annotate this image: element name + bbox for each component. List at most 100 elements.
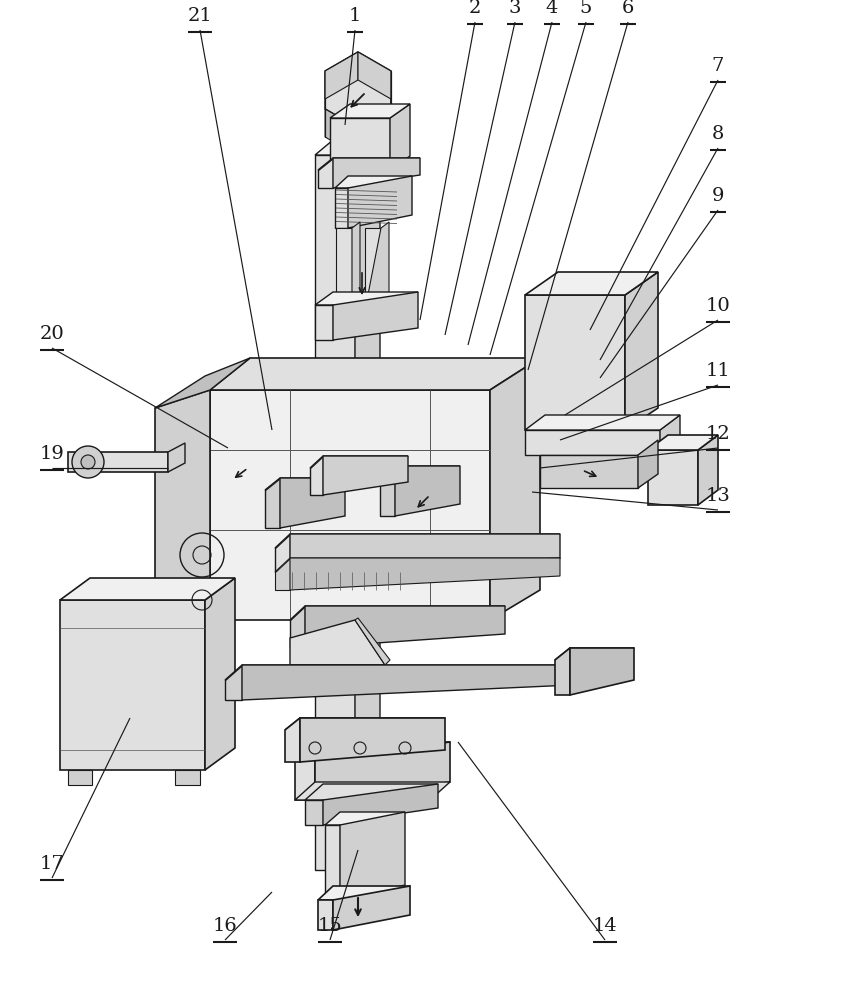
Text: 8: 8 xyxy=(712,125,724,143)
Polygon shape xyxy=(285,718,445,730)
Polygon shape xyxy=(330,118,390,170)
Polygon shape xyxy=(275,534,560,548)
Polygon shape xyxy=(525,430,660,455)
Polygon shape xyxy=(315,155,355,870)
Polygon shape xyxy=(648,450,698,505)
Polygon shape xyxy=(325,52,358,99)
Text: 19: 19 xyxy=(40,445,65,463)
Polygon shape xyxy=(315,305,333,340)
Polygon shape xyxy=(60,600,205,770)
Polygon shape xyxy=(155,390,210,638)
Text: 12: 12 xyxy=(706,425,730,443)
Polygon shape xyxy=(355,130,380,870)
Polygon shape xyxy=(333,292,418,340)
Polygon shape xyxy=(525,272,658,295)
Circle shape xyxy=(81,455,95,469)
Text: 3: 3 xyxy=(509,0,521,17)
Polygon shape xyxy=(323,456,408,495)
Text: 7: 7 xyxy=(712,57,724,75)
Polygon shape xyxy=(265,478,280,528)
Polygon shape xyxy=(168,443,185,472)
Polygon shape xyxy=(325,52,391,128)
Polygon shape xyxy=(280,478,345,528)
Polygon shape xyxy=(210,390,490,620)
Polygon shape xyxy=(336,228,352,310)
Polygon shape xyxy=(265,478,345,490)
Text: 4: 4 xyxy=(545,0,558,17)
Polygon shape xyxy=(290,558,560,590)
Polygon shape xyxy=(555,648,634,660)
Polygon shape xyxy=(325,812,405,825)
Text: 9: 9 xyxy=(712,187,724,205)
Polygon shape xyxy=(333,886,410,930)
Polygon shape xyxy=(290,620,385,665)
Polygon shape xyxy=(310,456,408,468)
Polygon shape xyxy=(68,770,92,785)
Polygon shape xyxy=(315,292,418,305)
Text: 1: 1 xyxy=(349,7,362,25)
Circle shape xyxy=(72,446,104,478)
Polygon shape xyxy=(305,800,323,825)
Polygon shape xyxy=(490,358,540,620)
Polygon shape xyxy=(205,578,235,770)
Polygon shape xyxy=(358,52,391,99)
Polygon shape xyxy=(352,222,360,310)
Polygon shape xyxy=(555,648,570,695)
Polygon shape xyxy=(698,435,718,505)
Polygon shape xyxy=(315,742,450,800)
Polygon shape xyxy=(242,665,572,700)
Polygon shape xyxy=(275,534,290,572)
Text: 5: 5 xyxy=(580,0,592,17)
Polygon shape xyxy=(295,760,315,800)
Polygon shape xyxy=(365,228,381,310)
Polygon shape xyxy=(305,606,505,648)
Polygon shape xyxy=(285,718,300,762)
Polygon shape xyxy=(315,130,380,155)
Text: 2: 2 xyxy=(469,0,482,17)
Polygon shape xyxy=(390,104,410,170)
Polygon shape xyxy=(290,606,505,620)
Polygon shape xyxy=(525,415,680,430)
Polygon shape xyxy=(330,104,410,118)
Text: 20: 20 xyxy=(40,325,65,343)
Polygon shape xyxy=(570,648,634,695)
Polygon shape xyxy=(325,109,358,156)
Polygon shape xyxy=(335,176,412,188)
Polygon shape xyxy=(648,435,718,450)
Polygon shape xyxy=(348,176,412,228)
Polygon shape xyxy=(290,606,305,648)
Polygon shape xyxy=(365,222,389,310)
Polygon shape xyxy=(305,784,438,800)
Text: 15: 15 xyxy=(318,917,343,935)
Polygon shape xyxy=(325,825,340,900)
Polygon shape xyxy=(380,466,395,516)
Polygon shape xyxy=(395,466,460,516)
Polygon shape xyxy=(318,158,420,170)
Polygon shape xyxy=(625,272,658,430)
Text: 21: 21 xyxy=(187,7,212,25)
Polygon shape xyxy=(155,358,250,408)
Polygon shape xyxy=(175,770,200,785)
Polygon shape xyxy=(380,466,460,478)
Polygon shape xyxy=(318,886,410,900)
Polygon shape xyxy=(638,440,658,488)
Polygon shape xyxy=(355,618,390,665)
Text: 13: 13 xyxy=(706,487,730,505)
Polygon shape xyxy=(275,558,290,590)
Polygon shape xyxy=(225,665,572,680)
Polygon shape xyxy=(210,358,540,390)
Text: 11: 11 xyxy=(706,362,730,380)
Polygon shape xyxy=(660,415,680,455)
Polygon shape xyxy=(335,188,348,228)
Text: 14: 14 xyxy=(593,917,617,935)
Polygon shape xyxy=(225,665,242,700)
Polygon shape xyxy=(318,900,333,930)
Polygon shape xyxy=(525,295,625,430)
Polygon shape xyxy=(60,578,235,600)
Polygon shape xyxy=(275,558,560,572)
Text: 16: 16 xyxy=(212,917,237,935)
Text: 10: 10 xyxy=(706,297,730,315)
Text: 6: 6 xyxy=(622,0,634,17)
Polygon shape xyxy=(318,158,333,188)
Polygon shape xyxy=(68,452,168,472)
